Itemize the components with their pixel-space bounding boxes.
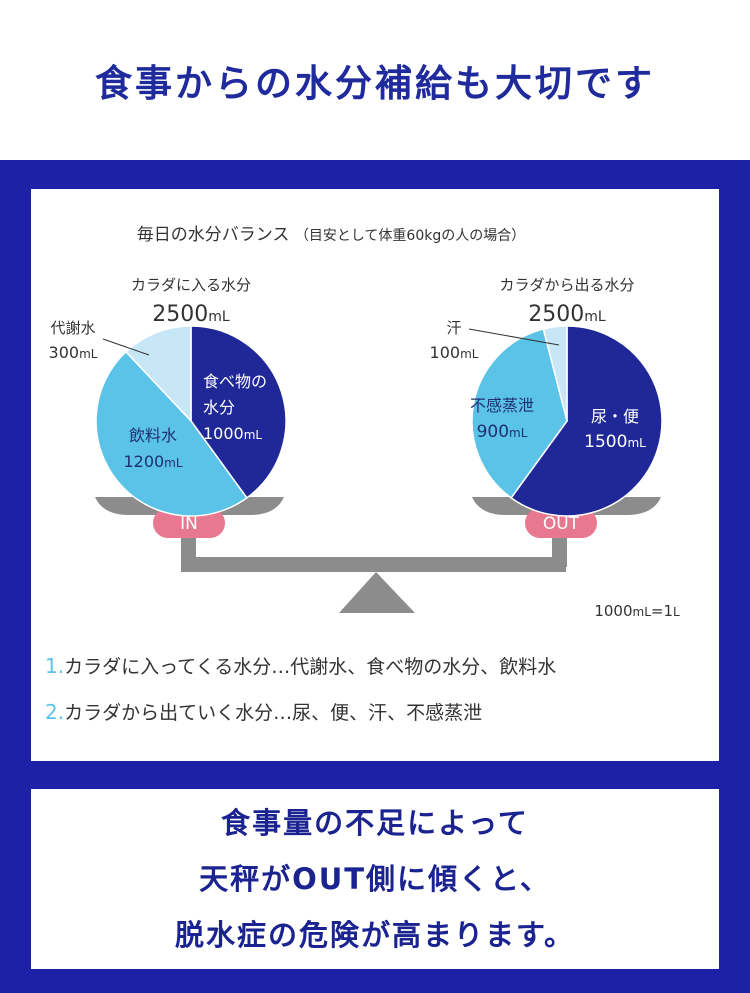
- in-total: 2500mL: [152, 302, 230, 327]
- slice-value-sweat: 100mL: [430, 343, 479, 362]
- leader-line-sweat: [468, 328, 560, 346]
- in-badge-label: IN: [180, 514, 198, 534]
- slice-value-metabolic-num: 300: [49, 343, 80, 362]
- warning-line-3: 脱水症の危険が高まります。: [174, 918, 576, 952]
- list-num-1: 1.: [45, 654, 64, 678]
- out-header: カラダから出る水分: [499, 276, 634, 294]
- slice-value-insensible: 900mL: [477, 422, 528, 442]
- list-num-2: 2.: [45, 700, 64, 724]
- chart-panel: 毎日の水分バランス （目安として体重60kgの人の場合） IN OUT カラダに…: [31, 189, 719, 761]
- note-num: 1000: [594, 602, 632, 620]
- slice-value-sweat-num: 100: [430, 343, 461, 362]
- list-text-1: カラダに入ってくる水分…代謝水、食べ物の水分、飲料水: [64, 656, 556, 678]
- pie-in-slice-2: [95, 350, 248, 517]
- note-unit: mL: [633, 605, 652, 619]
- warning-box: 食事量の不足によって 天秤がOUT側に傾くと、 脱水症の危険が高まります。: [31, 789, 719, 969]
- scale-fulcrum: [339, 572, 415, 613]
- slice-label-urine: 尿・便: [591, 407, 639, 426]
- balance-chart: 毎日の水分バランス （目安として体重60kgの人の場合） IN OUT カラダに…: [45, 225, 680, 724]
- slice-value-drink-unit: mL: [164, 456, 183, 470]
- conversion-note: 1000mL=1L: [594, 602, 680, 620]
- list-text-2: カラダから出ていく水分…尿、便、汗、不感蒸泄: [64, 702, 482, 724]
- pie-in: [95, 325, 287, 517]
- slice-value-metabolic: 300mL: [49, 343, 98, 362]
- out-total-value: 2500: [528, 302, 584, 327]
- in-badge: [153, 508, 225, 538]
- out-total-unit: mL: [584, 309, 606, 325]
- out-total: 2500mL: [528, 302, 606, 327]
- in-total-value: 2500: [152, 302, 208, 327]
- slice-value-metabolic-unit: mL: [79, 347, 98, 361]
- warning-line-2: 天秤がOUT側に傾くと、: [199, 862, 551, 896]
- pie-in-slice-3: [124, 325, 192, 423]
- out-badge-label: OUT: [543, 514, 580, 534]
- slice-value-insensible-num: 900: [477, 422, 509, 442]
- slice-value-urine: 1500mL: [584, 432, 646, 452]
- slice-value-food: 1000mL: [203, 424, 262, 443]
- chart-title-main: 毎日の水分バランス: [137, 225, 290, 245]
- list-item-2: 2.カラダから出ていく水分…尿、便、汗、不感蒸泄: [45, 700, 482, 724]
- slice-value-urine-num: 1500: [584, 432, 627, 452]
- note-eq: =1: [651, 602, 673, 620]
- slice-value-sweat-unit: mL: [460, 347, 479, 361]
- headline: 食事からの水分補給も大切です: [0, 0, 750, 160]
- leader-line-metabolic: [102, 338, 150, 356]
- chart-subtitle: （目安として体重60kgの人の場合）: [295, 228, 525, 244]
- slice-value-urine-unit: mL: [627, 436, 646, 450]
- slice-label-insensible: 不感蒸泄: [470, 396, 534, 415]
- scale-beam: [181, 557, 566, 572]
- slice-value-drink: 1200mL: [123, 452, 182, 471]
- slice-value-insensible-unit: mL: [509, 426, 528, 440]
- slice-label-food-2: 水分: [203, 398, 235, 417]
- chart-title: 毎日の水分バランス （目安として体重60kgの人の場合）: [137, 225, 525, 245]
- in-header: カラダに入る水分: [131, 276, 251, 294]
- pie-out-slice-3: [542, 325, 568, 422]
- slice-value-food-num: 1000: [203, 424, 244, 443]
- pie-out-slice-1: [510, 325, 663, 517]
- slice-label-drink: 飲料水: [129, 426, 177, 445]
- slice-value-food-unit: mL: [244, 428, 263, 442]
- list-item-1: 1.カラダに入ってくる水分…代謝水、食べ物の水分、飲料水: [45, 654, 556, 678]
- pie-in-slice-1: [190, 325, 287, 499]
- note-unit2: L: [673, 605, 680, 619]
- in-total-unit: mL: [208, 309, 230, 325]
- slice-label-food: 食べ物の: [203, 372, 267, 391]
- slice-label-sweat: 汗: [446, 319, 461, 337]
- headline-text: 食事からの水分補給も大切です: [95, 62, 655, 105]
- warning-line-1: 食事量の不足によって: [221, 806, 529, 840]
- slice-value-drink-num: 1200: [123, 452, 164, 471]
- slice-label-metabolic: 代謝水: [50, 319, 95, 337]
